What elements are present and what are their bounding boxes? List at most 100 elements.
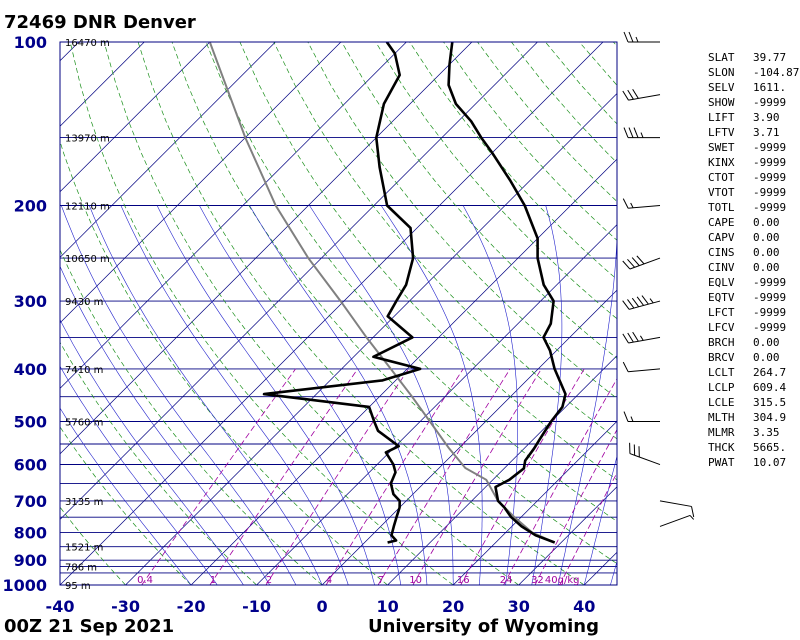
- mixing-ratio-line: [460, 368, 585, 585]
- pressure-tick-label: 200: [14, 196, 47, 215]
- dry-adiabat: [60, 426, 192, 585]
- index-value: 264.7: [753, 366, 787, 379]
- index-row: LCLT 264.7: [708, 365, 800, 380]
- index-value: -9999: [753, 141, 787, 154]
- index-row: CINV 0.00: [708, 260, 800, 275]
- index-value: -9999: [753, 306, 787, 319]
- pressure-tick-label: 400: [14, 360, 47, 379]
- index-value: 3.90: [753, 111, 780, 124]
- index-row: SWET -9999: [708, 140, 800, 155]
- pressure-tick-label: 500: [14, 413, 47, 432]
- height-label: 95 m: [65, 581, 91, 592]
- wind-barb: [659, 514, 695, 527]
- mixing-ratio-label: 1: [210, 575, 216, 586]
- index-value: -9999: [753, 186, 787, 199]
- dry-adiabat: [103, 42, 519, 585]
- temperature-tick-label: -10: [242, 597, 271, 616]
- dry-adiabat: [69, 42, 454, 585]
- pressure-tick-label: 600: [14, 456, 47, 475]
- index-row: LFCV -9999: [708, 320, 800, 335]
- height-label: 16470 m: [65, 38, 110, 49]
- wind-barb: [622, 295, 661, 310]
- height-label: 10650 m: [65, 254, 110, 265]
- index-name: LCLP: [708, 381, 735, 394]
- isotherm-line: [60, 42, 407, 389]
- moist-adiabat: [462, 205, 518, 585]
- index-name: SLON: [708, 66, 735, 79]
- index-row: SLON -104.87: [708, 65, 800, 80]
- profiles: [208, 42, 567, 544]
- index-name: BRCV: [708, 351, 735, 364]
- wind-barb: [659, 500, 695, 518]
- isotherm-line: [60, 42, 538, 520]
- index-value: 0.00: [753, 216, 780, 229]
- index-value: 0.00: [753, 336, 780, 349]
- index-name: CAPV: [708, 231, 735, 244]
- index-value: -9999: [753, 276, 787, 289]
- index-name: LFCT: [708, 306, 735, 319]
- isotherm-line: [60, 42, 473, 455]
- index-value: 0.00: [753, 246, 780, 259]
- mixing-ratio-line: [265, 368, 409, 585]
- moist-adiabat: [199, 205, 402, 585]
- index-row: LFTV 3.71: [708, 125, 800, 140]
- index-row: EQLV -9999: [708, 275, 800, 290]
- index-value: 0.00: [753, 261, 780, 274]
- dry-adiabat: [137, 42, 585, 585]
- isotherm-line: [256, 224, 617, 585]
- wind-barb: [622, 255, 661, 270]
- index-name: CINV: [708, 261, 735, 274]
- index-row: CTOT -9999: [708, 170, 800, 185]
- index-value: 315.5: [753, 396, 787, 409]
- index-name: LIFT: [708, 111, 735, 124]
- index-row: SHOW -9999: [708, 95, 800, 110]
- plot-frame: [59, 41, 618, 586]
- isotherm-line: [387, 355, 617, 585]
- isotherm-line: [60, 42, 211, 193]
- index-value: 0.00: [753, 351, 780, 364]
- index-row: LCLP 609.4: [708, 380, 800, 395]
- moist-adiabat: [610, 560, 617, 585]
- dry-adiabat: [239, 42, 617, 481]
- dry-adiabat: [171, 42, 617, 565]
- index-value: -9999: [753, 321, 787, 334]
- dry-adiabat: [409, 42, 617, 280]
- moist-adiabat: [557, 227, 617, 585]
- index-name: TOTL: [708, 201, 735, 214]
- index-value: 3.71: [753, 126, 780, 139]
- index-row: THCK 5665.: [708, 440, 800, 455]
- mixing-ratio-label: 24: [500, 575, 513, 586]
- index-name: LCLT: [708, 366, 735, 379]
- index-name: LFCV: [708, 321, 735, 334]
- moist-adiabat: [61, 205, 297, 585]
- dry-adiabat: [375, 42, 617, 320]
- isotherm-line: [60, 42, 604, 585]
- isotherm-line: [60, 42, 342, 324]
- index-row: VTOT -9999: [708, 185, 800, 200]
- height-label: 786 m: [65, 563, 97, 574]
- moist-adiabat: [309, 205, 454, 585]
- index-name: VTOT: [708, 186, 735, 199]
- temperature-line: [447, 42, 567, 544]
- height-label: 3135 m: [65, 497, 103, 508]
- stability-indices: SLAT 39.77 SLON -104.87 SELV 1611. SHOW -9999 LI…: [708, 50, 800, 470]
- index-name: MLMR: [708, 426, 735, 439]
- index-row: SELV 1611.: [708, 80, 800, 95]
- pressure-tick-label: 1000: [2, 576, 47, 595]
- moist-adiabat: [156, 205, 375, 585]
- mixing-ratio-label: 40g/kg: [545, 575, 580, 586]
- index-row: CINS 0.00: [708, 245, 800, 260]
- index-value: 609.4: [753, 381, 787, 394]
- index-value: 5665.: [753, 441, 787, 454]
- temperature-tick-label: 40: [573, 597, 595, 616]
- pressure-tick-label: 900: [14, 551, 47, 570]
- mixing-ratio-label: 0.4: [137, 575, 153, 586]
- index-value: 1611.: [753, 81, 787, 94]
- height-label: 1521 m: [65, 543, 103, 554]
- observation-time: 00Z 21 Sep 2021: [4, 616, 175, 637]
- index-row: CAPE 0.00: [708, 215, 800, 230]
- index-name: CINS: [708, 246, 735, 259]
- temperature-tick-label: -20: [177, 597, 206, 616]
- wind-barb: [623, 127, 660, 139]
- isotherm-line: [60, 42, 276, 258]
